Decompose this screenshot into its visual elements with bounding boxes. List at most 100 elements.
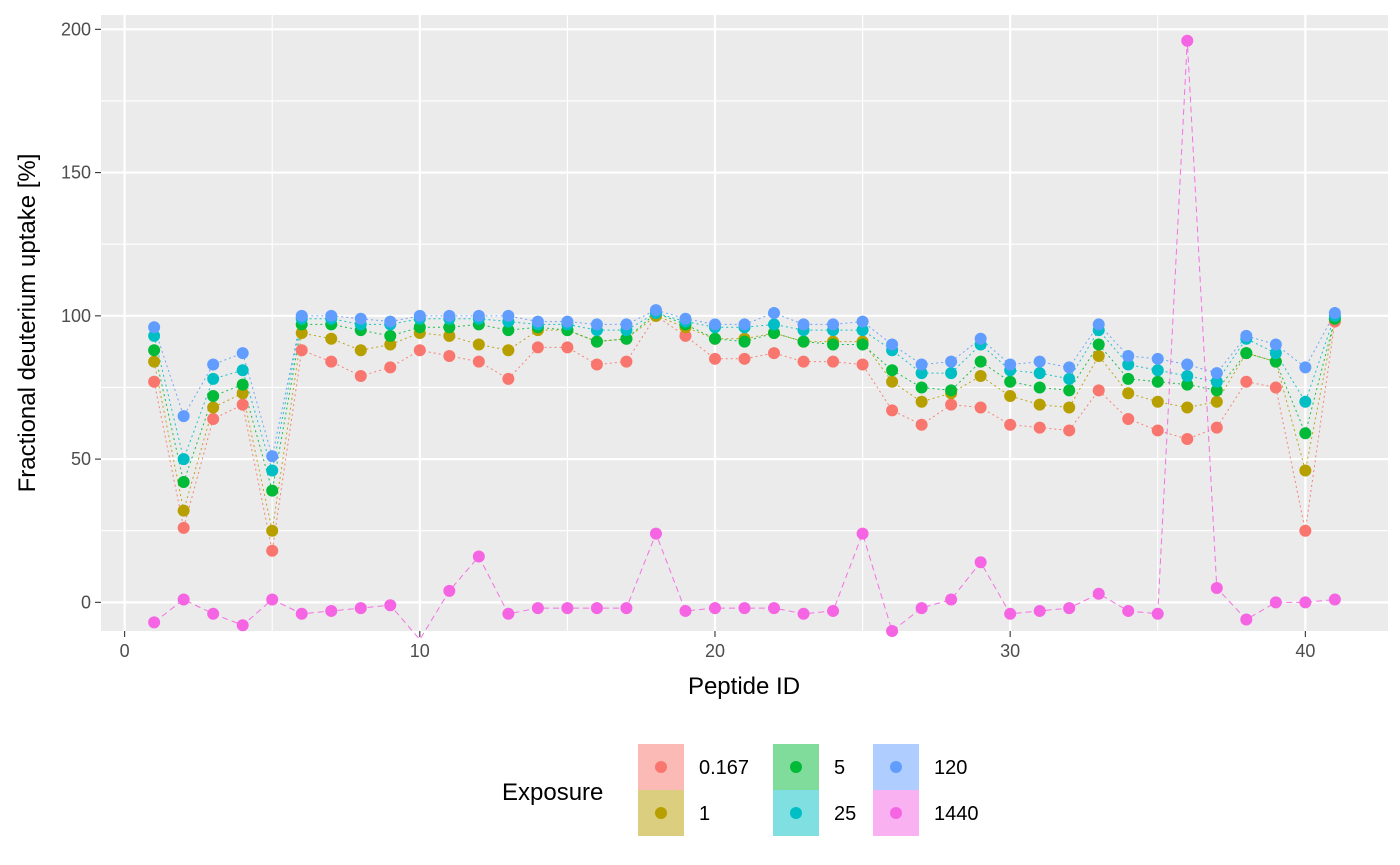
legend-label-5: 5 [834,757,845,779]
data-point-120 [502,309,515,322]
data-point-5 [207,390,220,403]
y-tick-label: 50 [71,449,91,469]
data-point-5 [797,335,810,348]
data-point-5 [886,364,899,377]
data-point-1440 [1269,596,1282,609]
data-point-1440 [177,593,190,606]
data-point-0.167 [354,370,367,383]
data-point-25 [1151,364,1164,377]
data-point-1 [1004,390,1017,403]
data-point-120 [1092,318,1105,331]
data-point-120 [856,315,869,328]
data-point-5 [1004,375,1017,388]
data-point-120 [915,358,928,371]
data-point-0.167 [915,418,928,431]
data-point-5 [384,329,397,342]
data-point-120 [1063,361,1076,374]
data-point-0.167 [472,355,485,368]
data-point-5 [1299,427,1312,440]
data-point-0.167 [827,355,840,368]
series-line-25 [153,312,1336,471]
data-point-1 [472,338,485,351]
series-line-1 [153,315,1336,531]
data-point-1 [1092,349,1105,362]
data-point-1440 [236,619,249,632]
data-point-120 [531,315,544,328]
data-point-5 [856,338,869,351]
data-point-5 [1063,384,1076,397]
data-point-1 [1299,464,1312,477]
data-point-0.167 [886,404,899,417]
data-point-0.167 [797,355,810,368]
data-point-25 [266,464,279,477]
data-point-120 [236,347,249,360]
data-point-0.167 [266,544,279,557]
data-point-1440 [1240,613,1253,626]
data-point-25 [1181,370,1194,383]
data-point-5 [1151,375,1164,388]
data-point-1 [1210,395,1223,408]
data-point-1440 [1063,602,1076,615]
data-point-0.167 [1210,421,1223,434]
data-point-0.167 [1122,412,1135,425]
data-point-1 [443,329,456,342]
data-point-5 [148,344,161,357]
data-point-1440 [325,604,338,617]
data-point-1440 [1033,604,1046,617]
data-point-25 [915,367,928,380]
data-point-0.167 [1092,384,1105,397]
data-point-1440 [1210,582,1223,595]
data-point-1 [1151,395,1164,408]
data-point-0.167 [531,341,544,354]
data-point-120 [1122,349,1135,362]
y-tick-label: 200 [61,19,91,39]
data-point-0.167 [443,349,456,362]
data-point-5 [1033,381,1046,394]
data-point-1440 [915,602,928,615]
data-point-1440 [295,607,308,620]
data-point-0.167 [1033,421,1046,434]
data-point-120 [384,315,397,328]
data-point-0.167 [1151,424,1164,437]
data-point-120 [1299,361,1312,374]
data-point-1 [1063,401,1076,414]
x-tick-label: 20 [705,641,725,661]
data-point-5 [768,327,781,340]
data-point-1440 [1328,593,1341,606]
data-point-0.167 [1063,424,1076,437]
data-point-1440 [886,625,899,637]
data-point-0.167 [236,398,249,411]
y-tick-label: 100 [61,306,91,326]
legend-key-dot [655,761,667,773]
data-point-0.167 [768,347,781,360]
data-point-1 [1181,401,1194,414]
data-point-1 [295,327,308,340]
data-point-0.167 [1269,381,1282,394]
data-point-0.167 [1004,418,1017,431]
data-point-5 [915,381,928,394]
data-point-120 [266,450,279,463]
data-point-120 [354,312,367,325]
data-point-120 [679,312,692,325]
data-point-0.167 [1299,524,1312,537]
data-point-120 [443,309,456,322]
data-point-1440 [443,584,456,597]
data-point-25 [148,329,161,342]
data-point-120 [413,309,426,322]
legend-key-dot [790,761,802,773]
data-point-0.167 [1181,433,1194,446]
data-point-0.167 [295,344,308,357]
data-point-0.167 [148,375,161,388]
data-point-120 [1033,355,1046,368]
data-point-5 [502,324,515,337]
data-point-1440 [708,602,721,615]
data-point-25 [1063,372,1076,385]
data-point-1440 [472,550,485,563]
data-point-120 [590,318,603,331]
data-point-0.167 [502,372,515,385]
data-point-1 [148,355,161,368]
data-point-5 [974,355,987,368]
data-point-120 [886,338,899,351]
series-points [148,34,1341,637]
series-line-0.167 [153,315,1336,551]
